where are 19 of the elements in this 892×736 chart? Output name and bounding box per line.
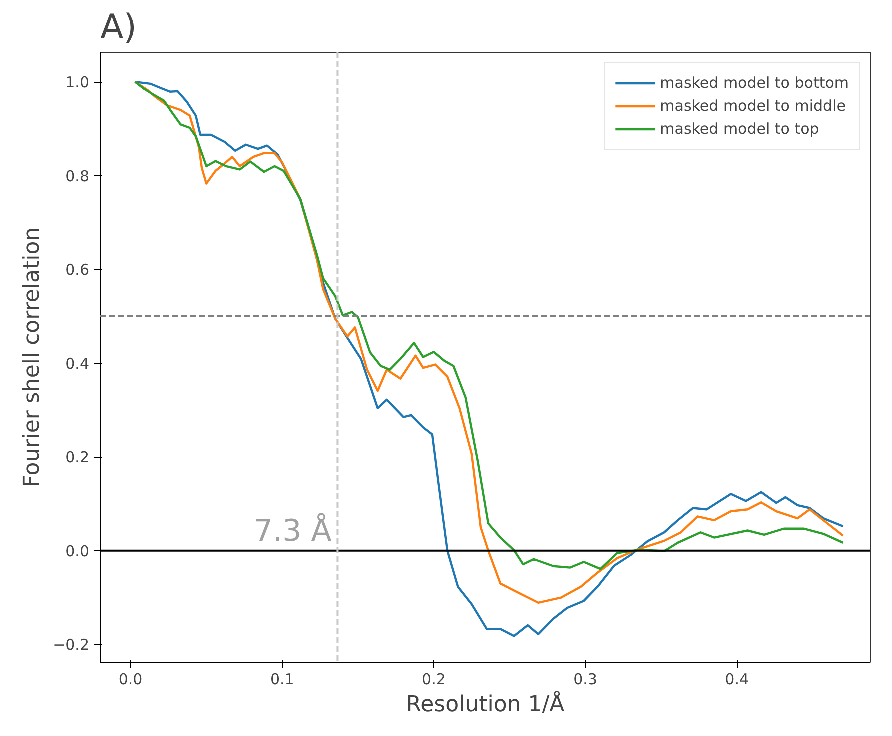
y-tick-label: 0.8: [66, 167, 90, 186]
y-tick-label: 0.6: [66, 261, 90, 280]
y-tick-label: 0.2: [66, 448, 90, 467]
legend-label: masked model to middle: [660, 97, 846, 115]
legend-label: masked model to top: [660, 120, 820, 138]
y-axis-title: Fourier shell correlation: [20, 227, 46, 488]
x-tick-label: 0.3: [574, 670, 598, 688]
x-tick-label: 0.2: [422, 670, 446, 688]
y-tick-label: 0.0: [66, 542, 90, 560]
y-tick-label: 0.4: [66, 354, 90, 373]
chart-title: A): [100, 8, 138, 48]
legend-label: masked model to bottom: [660, 74, 849, 92]
x-tick-label: 0.4: [725, 670, 750, 688]
y-tick-label: −0.2: [53, 636, 90, 654]
ref-line-label: 7.3 Å: [254, 512, 332, 549]
x-tick-label: 0.0: [118, 670, 143, 688]
x-axis-title: Resolution 1/Å: [406, 690, 565, 718]
y-tick-label: 1.0: [66, 74, 90, 92]
x-tick-label: 0.1: [270, 670, 294, 688]
